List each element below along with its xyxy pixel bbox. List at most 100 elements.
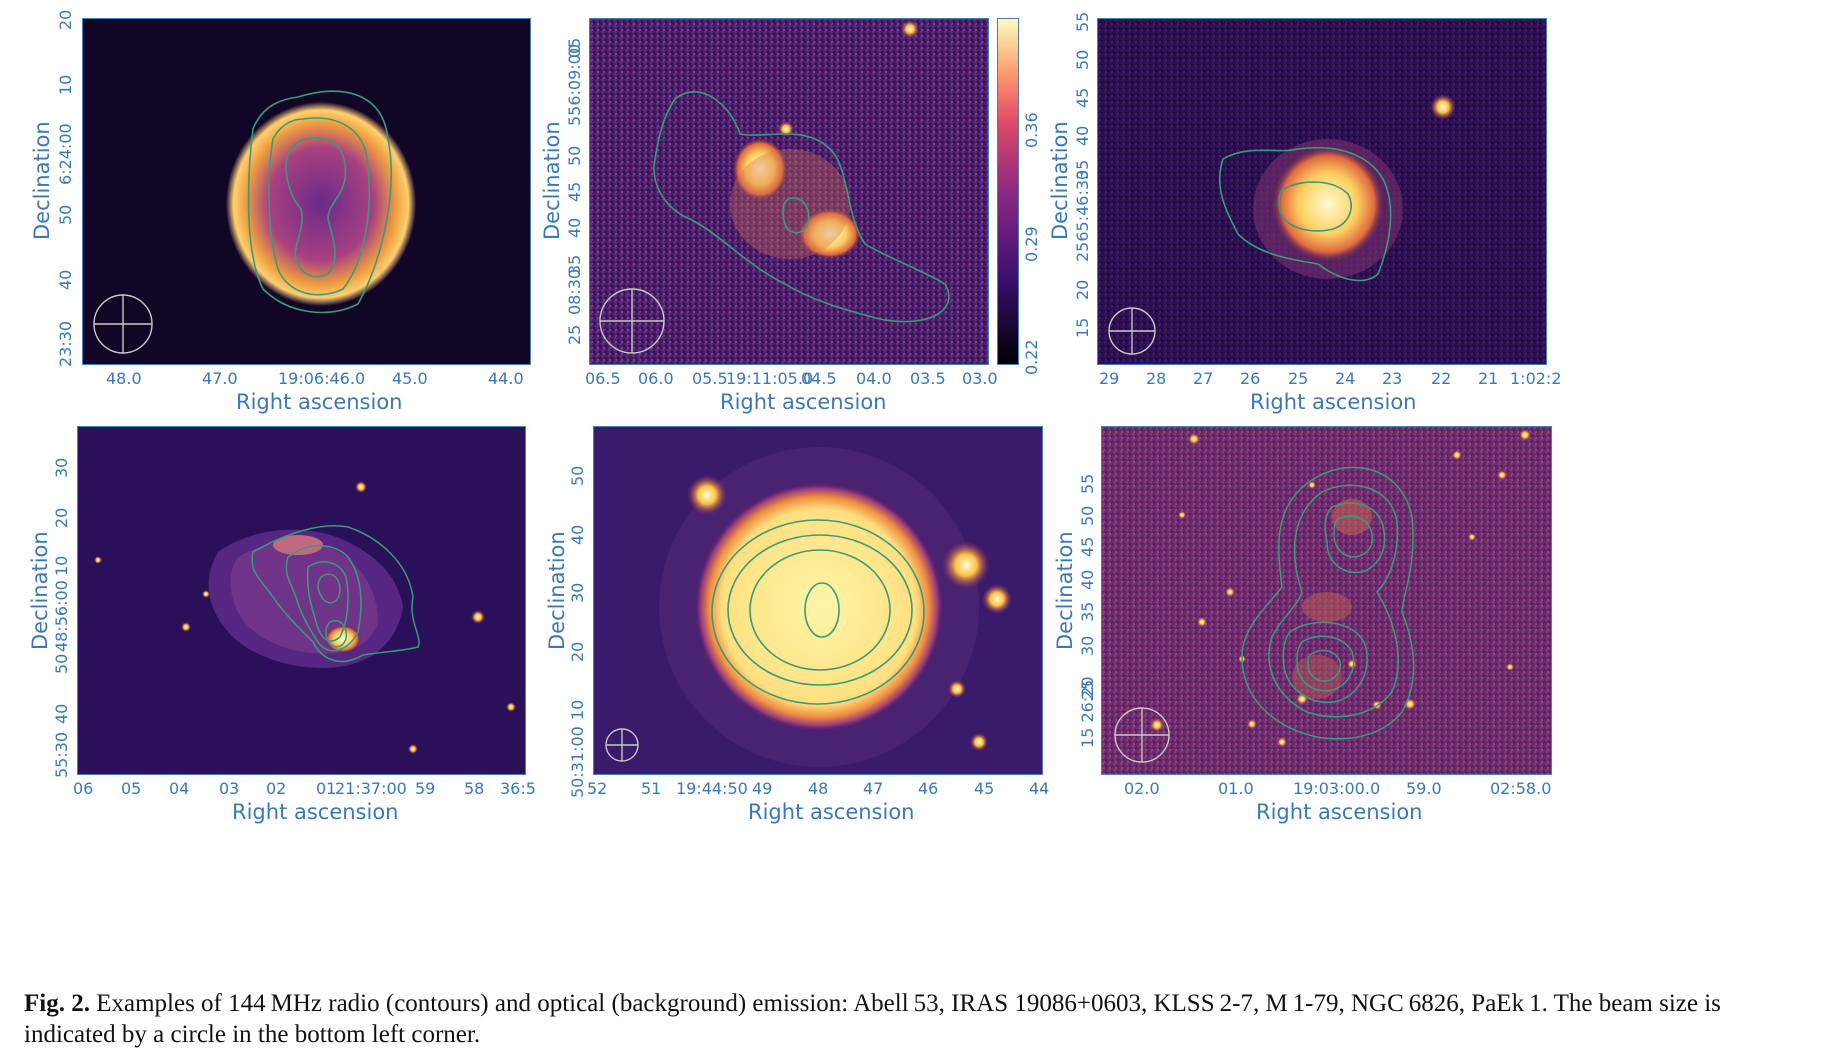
x-tick: 21 <box>1478 369 1499 388</box>
x-tick: 05.5 <box>692 369 728 388</box>
x-tick: 44 <box>1029 779 1050 798</box>
radio-contours <box>1241 466 1415 740</box>
x-tick: 59.0 <box>1406 779 1442 798</box>
beam-circle <box>599 288 665 354</box>
x-tick: 06 <box>73 779 94 798</box>
y-tick: 20 <box>56 9 75 30</box>
y-tick: 10 <box>52 555 71 576</box>
panel-iras19086-image <box>589 18 989 365</box>
y-tick: 20 <box>52 507 71 528</box>
y-tick: 2565:46:30 <box>1073 169 1092 262</box>
y-tick: 23:30 <box>56 320 75 367</box>
x-tick: 58 <box>464 779 485 798</box>
figure-caption: Fig. 2. Examples of 144 MHz radio (conto… <box>24 988 1814 1050</box>
y-tick: 30 <box>52 457 71 478</box>
radio-contours <box>251 524 420 663</box>
x-tick: 06.5 <box>585 369 621 388</box>
y-tick: 25 <box>1078 679 1097 700</box>
y-axis-label: Declination <box>1048 121 1072 240</box>
panel-abell53-image <box>82 18 531 365</box>
beam-circle <box>605 728 639 762</box>
x-tick: 28 <box>1146 369 1167 388</box>
y-tick: 45 <box>1078 536 1097 557</box>
x-tick: 48.0 <box>106 369 142 388</box>
y-tick: 35 <box>565 254 584 275</box>
beam-circle <box>93 294 153 354</box>
y-tick: 6:24:00 <box>56 123 75 185</box>
x-tick: 24 <box>1335 369 1356 388</box>
panel-m179-image <box>77 426 526 775</box>
colorbar-tick: 0.36 <box>1022 112 1041 148</box>
y-tick: 30 <box>1078 635 1097 656</box>
y-tick: 10 <box>56 74 75 95</box>
x-tick: 44.0 <box>488 369 524 388</box>
x-tick: 36:5 <box>500 779 536 798</box>
y-axis-label: Declination <box>540 121 564 240</box>
x-tick: 04.5 <box>801 369 837 388</box>
y-tick: 50 <box>56 204 75 225</box>
colorbar-tick: 0.22 <box>1022 339 1041 375</box>
x-tick: 03.0 <box>962 369 998 388</box>
y-tick: 40 <box>52 703 71 724</box>
x-tick: 27 <box>1193 369 1214 388</box>
y-tick: 25 <box>565 324 584 345</box>
caption-label: Fig. 2. <box>24 990 90 1017</box>
x-tick: 29 <box>1099 369 1120 388</box>
y-tick: 50 <box>565 145 584 166</box>
x-tick: 1:02:2 <box>1510 369 1562 388</box>
y-axis-label: Declination <box>545 531 569 650</box>
x-tick: 19:44:50 <box>676 779 748 798</box>
paek1-plot <box>1102 427 1551 774</box>
x-tick: 06.0 <box>638 369 674 388</box>
y-tick: 35 <box>1078 601 1097 622</box>
y-axis-label: Declination <box>30 121 54 240</box>
x-tick: 51 <box>641 779 662 798</box>
x-tick: 03 <box>219 779 240 798</box>
x-tick: 05 <box>121 779 142 798</box>
panel-klss27-image <box>1097 18 1547 365</box>
panel-ngc6826-image <box>593 426 1043 775</box>
y-tick: 40 <box>1078 569 1097 590</box>
y-tick: 20 <box>568 641 587 662</box>
y-tick: 40 <box>1073 125 1092 146</box>
colorbar <box>997 18 1019 365</box>
y-tick: 05 <box>565 37 584 58</box>
y-tick: 35 <box>1073 159 1092 180</box>
x-tick: 04 <box>169 779 190 798</box>
x-tick: 22 <box>1431 369 1452 388</box>
x-tick: 02 <box>266 779 287 798</box>
y-tick: 15 <box>1073 317 1092 338</box>
x-tick: 52 <box>587 779 608 798</box>
y-tick: 48:56:00 <box>52 580 71 652</box>
y-tick: 50 <box>1073 49 1092 70</box>
x-tick: 02:58.0 <box>1490 779 1552 798</box>
x-tick: 25 <box>1288 369 1309 388</box>
beam-circle <box>1108 307 1156 355</box>
colorbar-tick: 0.29 <box>1022 226 1041 262</box>
ngc6826-plot <box>594 427 1042 774</box>
x-axis-label: Right ascension <box>236 390 403 414</box>
radio-contours <box>247 90 392 314</box>
x-tick: 19:03:00.0 <box>1293 779 1381 798</box>
x-axis-label: Right ascension <box>232 800 399 824</box>
y-tick: 40 <box>568 524 587 545</box>
m179-plot <box>78 427 525 774</box>
y-axis-label: Declination <box>1053 531 1077 650</box>
y-tick: 30 <box>568 582 587 603</box>
y-tick: 10 <box>568 699 587 720</box>
y-tick: 55:30 <box>52 731 71 778</box>
x-tick: 26 <box>1240 369 1261 388</box>
x-tick: 19:06:46.0 <box>278 369 366 388</box>
radio-contours <box>711 519 925 705</box>
y-tick: 45 <box>565 181 584 202</box>
x-tick: 23 <box>1382 369 1403 388</box>
x-tick: 45 <box>974 779 995 798</box>
x-tick: 46 <box>918 779 939 798</box>
y-tick: 50 <box>1078 505 1097 526</box>
x-axis-label: Right ascension <box>1256 800 1423 824</box>
x-tick: 45.0 <box>392 369 428 388</box>
x-tick: 59 <box>415 779 436 798</box>
caption-text: Examples of 144 MHz radio (contours) and… <box>24 990 1721 1048</box>
x-tick: 48 <box>808 779 829 798</box>
abell53-plot <box>83 19 530 364</box>
